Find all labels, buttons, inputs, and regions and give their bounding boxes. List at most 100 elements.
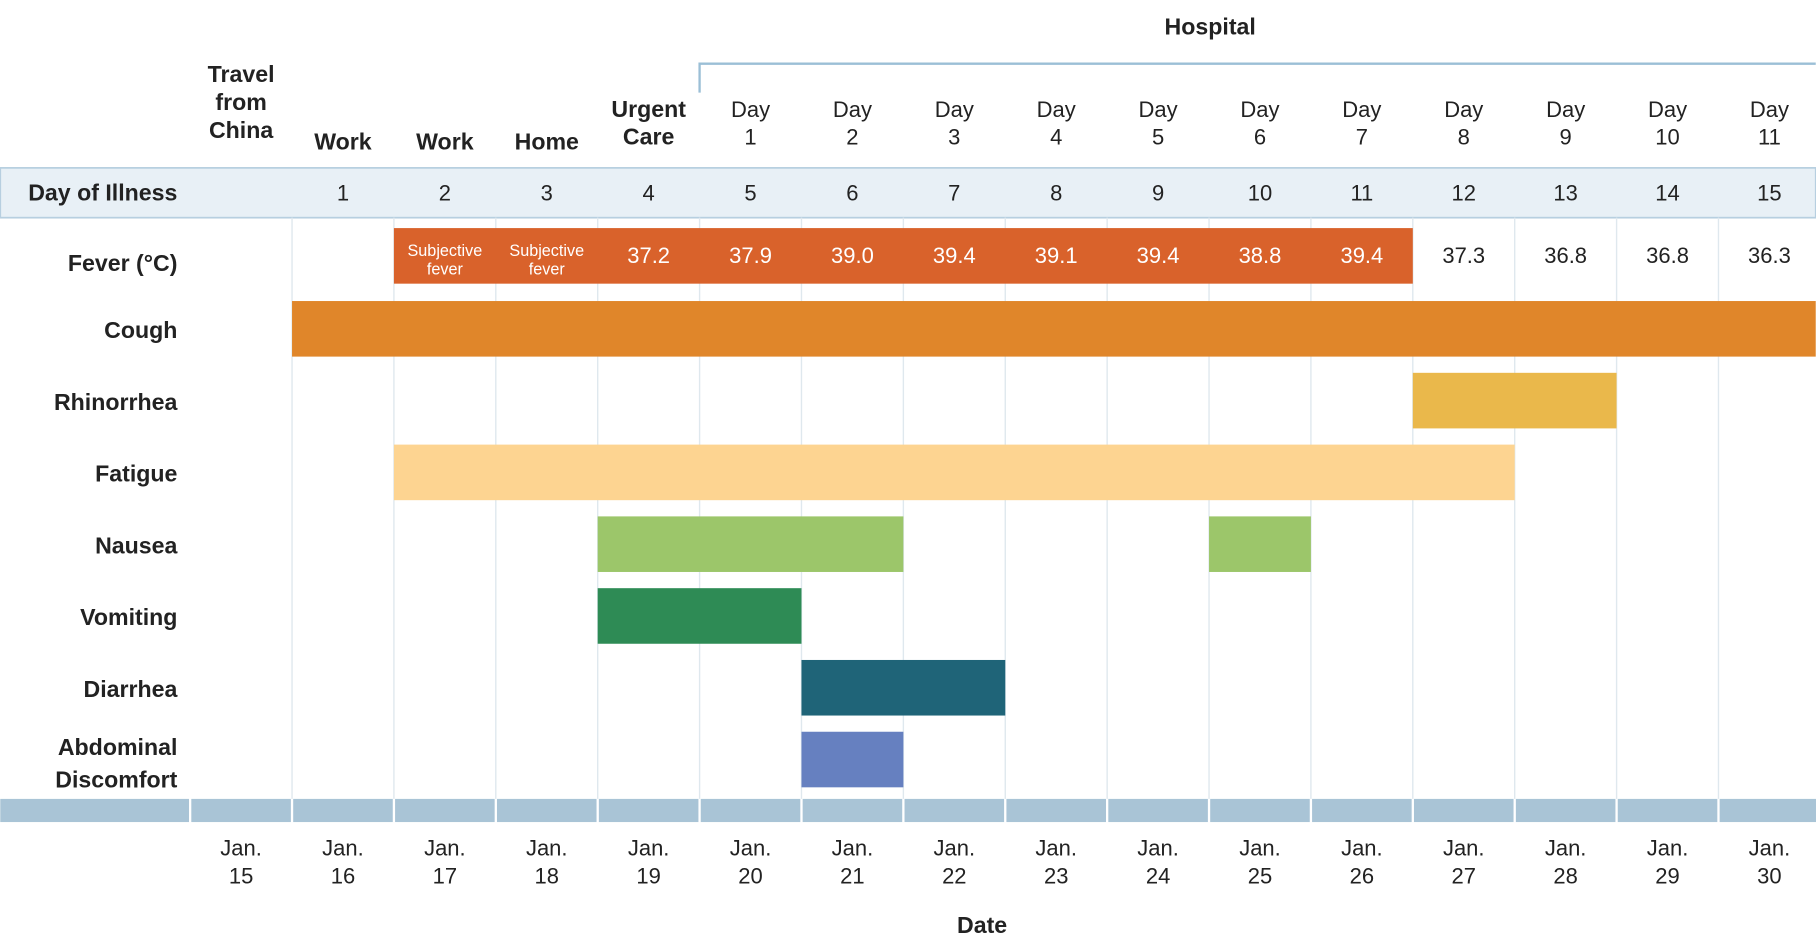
- day-number: 10: [1248, 180, 1272, 205]
- fever-reading: 39.4: [933, 243, 976, 268]
- date-band: [598, 798, 699, 823]
- fever-reading: 39.4: [1340, 243, 1383, 268]
- fever-reading: 39.1: [1035, 243, 1078, 268]
- row-label: Cough: [104, 317, 177, 343]
- x-tick-label: Jan. 27: [1443, 836, 1485, 889]
- day-number: 11: [1350, 180, 1373, 205]
- date-band: [395, 798, 495, 823]
- date-band: [1515, 798, 1616, 823]
- row-label: Abdominal Discomfort: [55, 734, 177, 792]
- fever-reading: 37.9: [729, 243, 772, 268]
- x-tick-label: Jan. 24: [1137, 836, 1179, 889]
- row-label: Vomiting: [80, 604, 177, 630]
- fever-reading: Subjective fever: [408, 242, 483, 279]
- date-band: [1413, 798, 1514, 823]
- fever-reading: 36.8: [1544, 243, 1587, 268]
- x-tick-label: Jan. 29: [1647, 836, 1689, 889]
- fever-reading: Subjective fever: [509, 242, 584, 279]
- row-label: Rhinorrhea: [54, 389, 179, 415]
- hospital-bracket: [698, 62, 1816, 93]
- x-tick-label: Jan. 22: [934, 836, 976, 889]
- day-number: 1: [337, 180, 349, 205]
- fever-reading: 39.0: [831, 243, 874, 268]
- x-tick-label: Jan. 16: [322, 836, 364, 889]
- x-tick-label: Jan. 25: [1239, 836, 1281, 889]
- location-label: Travel from China: [208, 61, 275, 143]
- symptom-bar: [801, 731, 904, 788]
- symptom-bar: [597, 588, 802, 644]
- location-label: Work: [416, 128, 474, 154]
- day-number: 13: [1553, 180, 1577, 205]
- day-number: 6: [846, 180, 858, 205]
- group-label: Hospital: [1165, 14, 1256, 40]
- date-band: [293, 798, 393, 823]
- row-label: Fever (°C): [68, 250, 178, 276]
- day-band: [0, 167, 1816, 219]
- x-tick-label: Jan. 15: [220, 836, 262, 889]
- x-axis-label: Date: [957, 912, 1007, 938]
- fever-reading: 38.8: [1239, 243, 1282, 268]
- date-band: [191, 798, 291, 823]
- fever-reading: 37.2: [627, 243, 670, 268]
- day-number: 5: [744, 180, 756, 205]
- date-band: [1006, 798, 1106, 823]
- location-label: Day 3: [935, 97, 974, 150]
- location-label: Work: [314, 128, 372, 154]
- x-tick-label: Jan. 17: [424, 836, 466, 889]
- location-label: Urgent Care: [611, 96, 686, 150]
- fever-reading: 36.8: [1646, 243, 1689, 268]
- location-label: Day 8: [1444, 97, 1483, 150]
- x-tick-label: Jan. 21: [832, 836, 874, 889]
- row-label: Nausea: [95, 532, 178, 558]
- symptom-bar: [801, 659, 1006, 716]
- date-band: [1617, 798, 1718, 823]
- x-tick-label: Jan. 18: [526, 836, 568, 889]
- day-number: 12: [1452, 180, 1476, 205]
- x-tick-label: Jan. 30: [1749, 836, 1791, 889]
- x-tick-label: Jan. 19: [628, 836, 670, 889]
- date-band: [700, 798, 801, 823]
- symptom-bar: [393, 444, 1515, 501]
- day-number: 7: [948, 180, 960, 205]
- day-number: 15: [1757, 180, 1781, 205]
- location-label: Home: [515, 128, 579, 154]
- x-tick-label: Jan. 26: [1341, 836, 1383, 889]
- day-number: 8: [1050, 180, 1062, 205]
- location-label: Day 2: [833, 97, 872, 150]
- location-label: Day 5: [1139, 97, 1178, 150]
- date-band: [904, 798, 1005, 823]
- fever-bar: [393, 228, 1413, 284]
- symptom-bar: [1209, 516, 1311, 572]
- location-label: Day 11: [1750, 97, 1789, 150]
- date-band: [496, 798, 597, 823]
- day-number: 2: [439, 180, 451, 205]
- date-band: [0, 798, 189, 823]
- row-label: Diarrhea: [84, 676, 179, 702]
- fever-reading: 39.4: [1137, 243, 1180, 268]
- location-label: Day 6: [1240, 97, 1279, 150]
- date-band: [802, 798, 903, 823]
- x-tick-label: Jan. 28: [1545, 836, 1587, 889]
- location-label: Day 4: [1037, 97, 1076, 150]
- symptom-bar: [1412, 372, 1617, 429]
- day-number: 14: [1655, 180, 1679, 205]
- row-label: Day of Illness: [28, 179, 177, 205]
- day-number: 3: [541, 180, 553, 205]
- location-label: Day 9: [1546, 97, 1585, 150]
- location-label: Day 10: [1648, 97, 1687, 150]
- location-label: Day 1: [731, 97, 770, 150]
- date-band: [1719, 798, 1816, 823]
- row-label: Fatigue: [95, 461, 177, 487]
- location-label: Day 7: [1342, 97, 1381, 150]
- fever-reading: 37.3: [1442, 243, 1485, 268]
- date-band: [1108, 798, 1208, 823]
- x-tick-label: Jan. 20: [730, 836, 772, 889]
- date-band: [1210, 798, 1310, 823]
- symptom-bar: [597, 516, 904, 572]
- date-band: [1312, 798, 1412, 823]
- fever-reading: 36.3: [1748, 243, 1791, 268]
- symptom-bar: [292, 301, 1816, 357]
- day-number: 4: [643, 180, 655, 205]
- day-number: 9: [1152, 180, 1164, 205]
